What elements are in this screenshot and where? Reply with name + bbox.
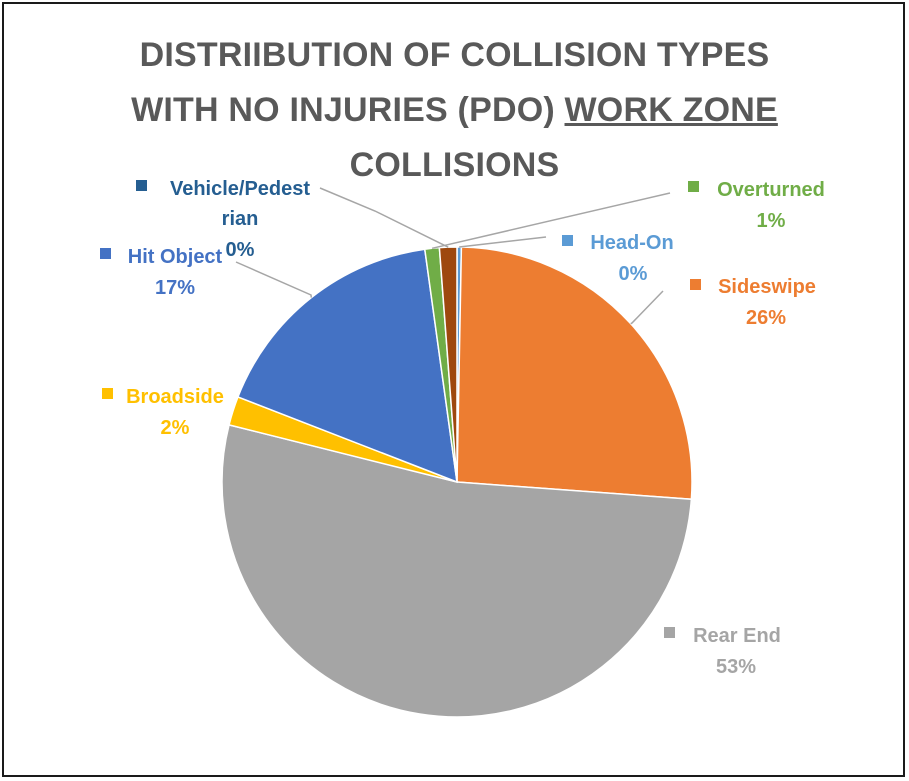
legend-key-sideswipe (690, 279, 701, 290)
legend-key-head-on (562, 235, 573, 246)
pie-slice-sideswipe (456, 246, 693, 501)
leader-line-overturned (431, 192, 671, 250)
data-label-overturned: 1% (757, 210, 786, 232)
legend-key-rear-end (664, 627, 675, 638)
category-label-broadside: Broadside (126, 386, 224, 408)
legend-key-vehicle-pedestrian (136, 180, 147, 191)
data-label-broadside: 2% (161, 417, 190, 439)
chart-title-line-2: WITH NO INJURIES (PDO) WORK ZONE (0, 83, 909, 138)
pie-slice-hit-object (236, 248, 458, 484)
data-label-hit-object: 17% (155, 277, 195, 299)
legend-key-broadside (102, 388, 113, 399)
leader-line-head-on (459, 236, 547, 248)
pie-slice-rear-end (221, 423, 693, 718)
pie-labels: Head-On 0% Sideswipe 26% Rear End 53% Broadsid… (100, 178, 825, 678)
chart-title: DISTRIIBUTION OF COLLISION TYPES WITH NO… (0, 28, 909, 193)
title-text-3: COLLISIONS (349, 146, 560, 184)
category-label-vehicle-pedestrian: rian (222, 208, 259, 230)
title-underlined-text: WORK ZONE (564, 91, 778, 129)
leader-line-hit-object (235, 261, 313, 298)
legend-key-hit-object (100, 248, 111, 259)
title-text-2: WITH NO INJURIES (PDO) (131, 91, 565, 129)
data-label-head-on: 0% (619, 263, 648, 285)
legend-key-overturned (688, 181, 699, 192)
data-label-sideswipe: 26% (746, 307, 786, 329)
pie-slices (221, 246, 693, 718)
leader-line-vehicle-pedestrian (319, 187, 449, 248)
title-text-1: DISTRIIBUTION OF COLLISION TYPES (139, 36, 770, 74)
category-label-rear-end: Rear End (693, 625, 781, 647)
data-label-vehicle-pedestrian: 0% (226, 239, 255, 261)
category-label-vehicle-pedestrian: Vehicle/Pedest (170, 178, 310, 200)
category-label-hit-object: Hit Object (128, 246, 223, 268)
chart-title-line-3: COLLISIONS (0, 138, 909, 193)
category-label-overturned: Overturned (717, 179, 825, 201)
category-label-sideswipe: Sideswipe (718, 276, 816, 298)
data-label-rear-end: 53% (716, 656, 756, 678)
category-label-head-on: Head-On (590, 232, 673, 254)
leader-line-sideswipe (630, 290, 664, 325)
chart-title-line-1: DISTRIIBUTION OF COLLISION TYPES (0, 28, 909, 83)
